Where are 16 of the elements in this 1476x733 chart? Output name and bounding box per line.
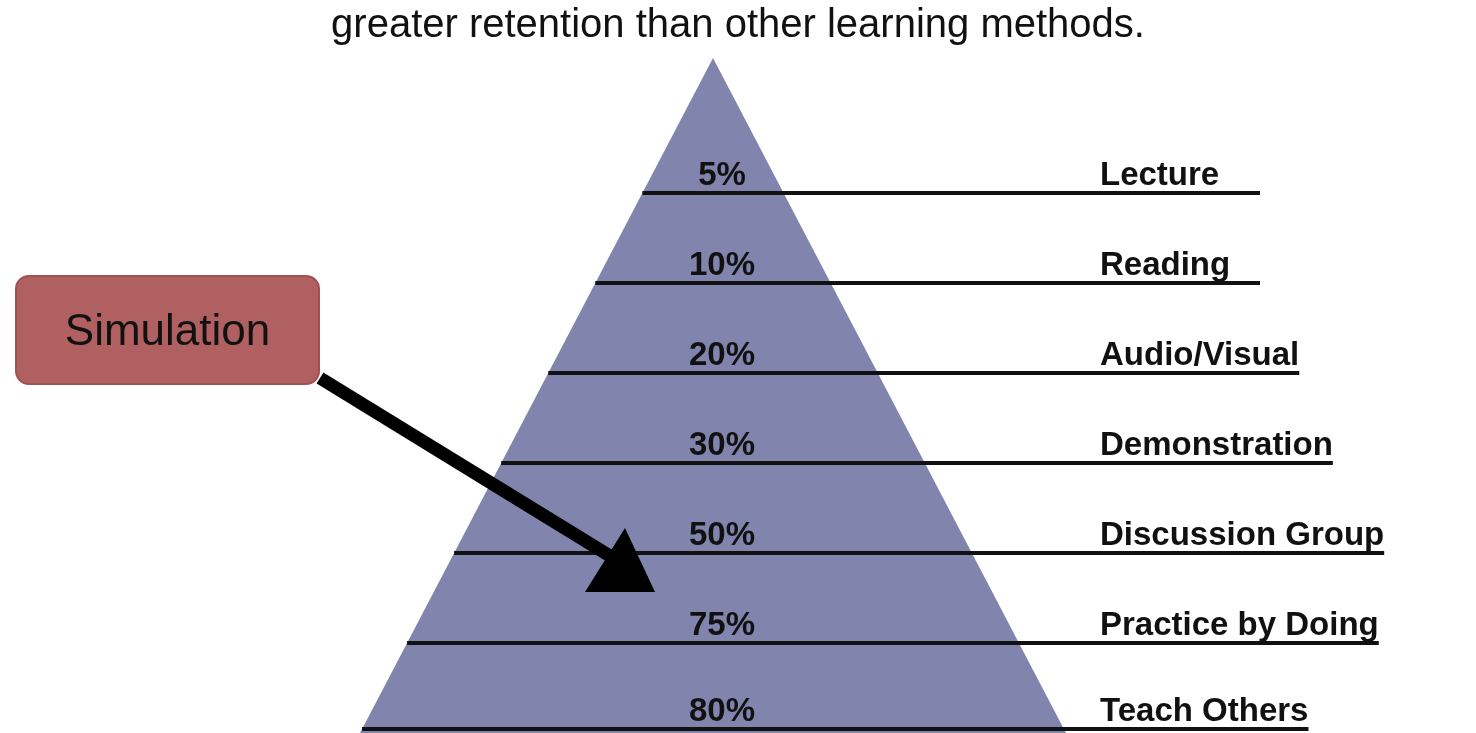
category-label: Audio/Visual (1100, 335, 1300, 372)
text: Simulation (15, 275, 320, 385)
data-label: 80% (688, 691, 756, 728)
data-label: 50% (688, 515, 756, 552)
category-label: Demonstration (1100, 425, 1333, 462)
data-label: 10% (688, 245, 756, 282)
data-label: 75% (688, 605, 756, 642)
data-label: 5% (698, 155, 746, 192)
category-label: Discussion Group (1100, 515, 1385, 552)
data-label: 20% (688, 335, 756, 372)
category-label: Lecture (1100, 155, 1220, 192)
text: greater retention than other learning methods. (331, 1, 1145, 46)
category-label: Teach Others (1100, 691, 1309, 728)
category-label: Practice by Doing (1100, 605, 1379, 642)
data-label: 30% (688, 425, 756, 462)
category-label: Reading (1100, 245, 1231, 282)
